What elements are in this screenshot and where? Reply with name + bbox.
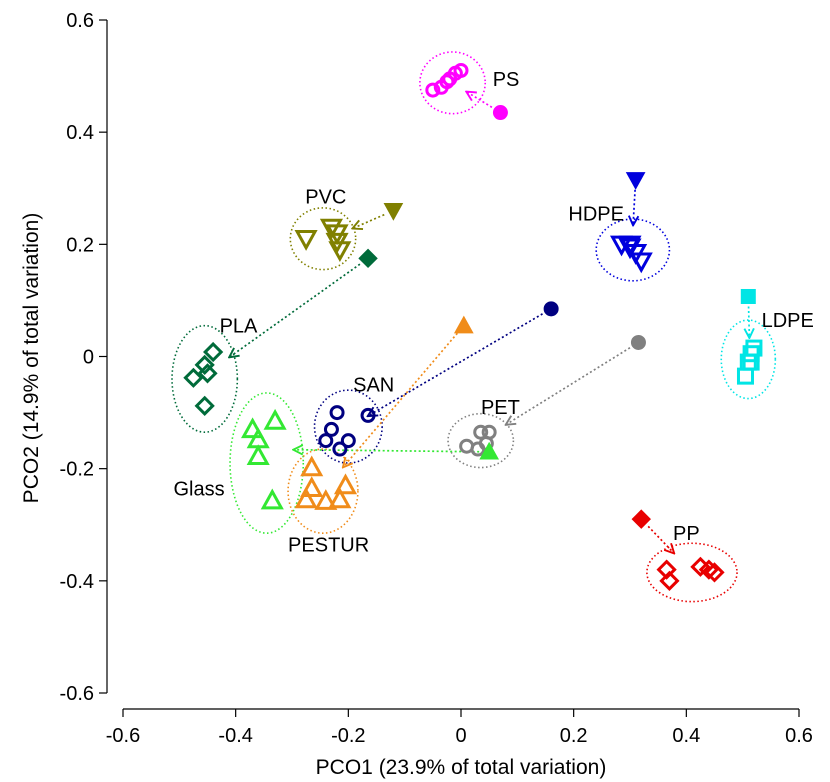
y-tick-label: 0 <box>83 347 94 369</box>
data-point <box>183 367 204 388</box>
group-label: PVC <box>305 187 346 209</box>
x-tick-label: 0.2 <box>560 725 588 747</box>
group-label: HDPE <box>568 203 624 225</box>
data-point <box>333 473 358 495</box>
shift-arrow <box>293 450 480 452</box>
group-ellipse <box>229 392 305 534</box>
data-point <box>453 62 469 78</box>
shift-arrow <box>647 525 674 553</box>
initial-point <box>630 334 646 350</box>
group-ellipse <box>289 207 357 271</box>
group-label: PP <box>673 523 700 545</box>
shift-arrow <box>466 92 493 109</box>
data-point <box>704 562 725 583</box>
y-tick-label: -0.6 <box>60 683 94 705</box>
x-tick-label: -0.6 <box>106 725 140 747</box>
data-point <box>323 421 339 437</box>
x-tick-label: -0.2 <box>331 725 365 747</box>
group-ellipse <box>171 324 239 434</box>
shift-arrow <box>506 347 631 425</box>
data-point <box>470 441 486 457</box>
y-tick-label: -0.4 <box>60 571 94 593</box>
group-ellipse <box>287 448 359 534</box>
axes: 0.6 0.4 0.2 0 -0.2 -0.4 -0.6 -0.6 -0.4 -0.2 0 0.2 0.… <box>60 10 813 747</box>
y-tick-label: 0.6 <box>66 10 94 32</box>
x-tick-label: 0.6 <box>785 725 813 747</box>
data-point <box>332 441 348 457</box>
x-tick-label: 0 <box>455 725 466 747</box>
data-point <box>360 407 376 423</box>
data-point <box>203 341 224 363</box>
data-point <box>698 559 719 580</box>
x-tick-label: -0.4 <box>218 725 252 747</box>
initial-point <box>383 202 404 221</box>
group-label: PET <box>481 397 520 419</box>
group-label: LDPE <box>762 310 814 332</box>
data-point <box>325 232 349 254</box>
initial-point <box>492 105 508 121</box>
data-point <box>425 82 441 98</box>
shift-arrows <box>229 92 749 554</box>
group-ellipse <box>646 542 738 603</box>
group-labels: PS PVC HDPE PLA LDPE SAN PET Glass PESTUR PP <box>173 69 813 556</box>
data-point <box>294 230 318 251</box>
initial-point <box>358 248 378 269</box>
group-ellipse <box>595 218 671 282</box>
data-point <box>439 74 455 90</box>
initial-point <box>740 288 756 304</box>
data-point <box>197 363 218 384</box>
data-point <box>329 405 345 421</box>
data-point <box>300 476 324 497</box>
x-axis-title: PCO1 (23.9% of total variation) <box>316 756 607 779</box>
data-points <box>183 62 763 591</box>
shift-arrow <box>633 189 635 226</box>
group-label: PLA <box>220 316 258 338</box>
group-label: Glass <box>173 478 224 500</box>
data-point <box>659 570 680 591</box>
y-tick-label: 0.4 <box>66 122 94 144</box>
group-label: SAN <box>353 375 394 397</box>
group-ellipses <box>171 51 777 603</box>
data-point <box>263 408 287 430</box>
initial-point <box>453 315 474 334</box>
data-point <box>194 395 215 416</box>
data-point <box>318 433 334 449</box>
shift-arrow <box>352 213 385 229</box>
initial-point <box>631 509 651 529</box>
data-point <box>319 218 343 240</box>
data-point <box>742 353 760 371</box>
data-point <box>241 417 265 439</box>
y-axis-title: PCO2 (14.9% of total variation) <box>20 213 43 504</box>
data-point <box>473 424 489 440</box>
y-tick-label: -0.2 <box>60 459 94 481</box>
group-label: PESTUR <box>288 534 369 556</box>
initial-point <box>479 441 500 460</box>
shift-arrow <box>229 263 361 357</box>
data-point <box>294 487 318 509</box>
data-point <box>194 354 215 376</box>
data-point <box>246 444 270 466</box>
group-ellipse <box>419 51 487 115</box>
data-point <box>629 252 653 274</box>
data-point <box>618 235 642 257</box>
data-point <box>340 433 356 449</box>
y-tick-label: 0.2 <box>66 234 94 256</box>
data-point <box>300 455 324 477</box>
data-point <box>442 71 458 87</box>
data-point <box>260 488 284 510</box>
group-ellipse <box>447 412 515 469</box>
data-point <box>314 489 338 510</box>
group-ellipse <box>313 389 383 464</box>
data-point <box>736 367 754 385</box>
shift-arrow <box>343 332 458 467</box>
initial-point <box>543 301 559 317</box>
initial-point <box>625 172 646 190</box>
group-label: PS <box>493 69 520 91</box>
x-tick-label: 0.4 <box>672 725 700 747</box>
shift-arrow <box>749 306 750 338</box>
data-point <box>328 487 352 509</box>
